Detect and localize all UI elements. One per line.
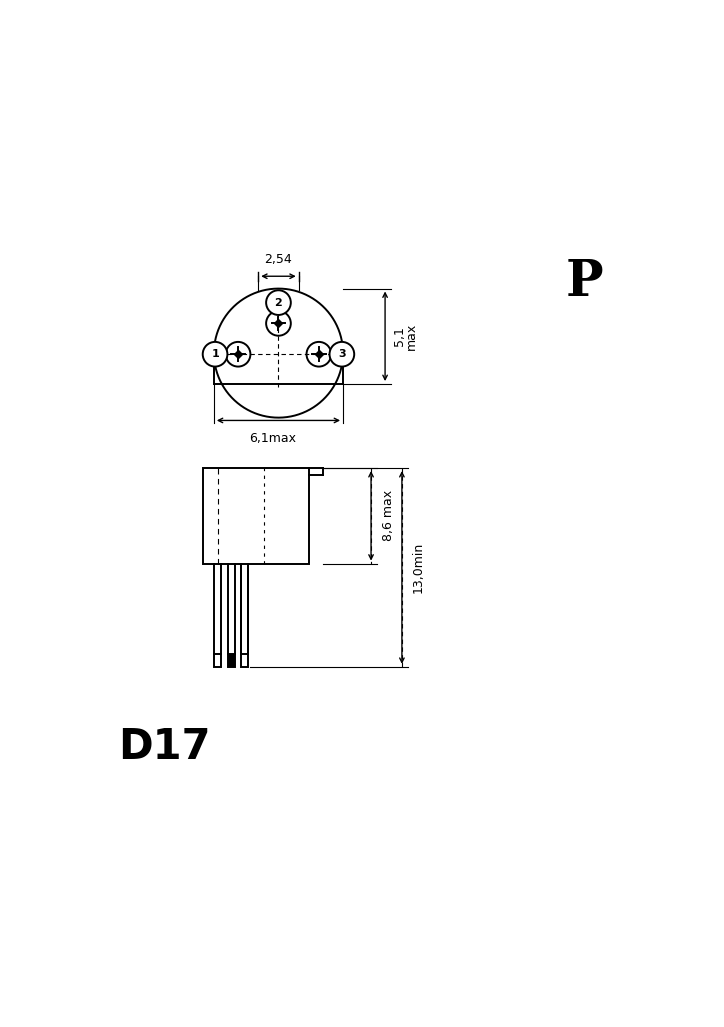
Text: P: P: [565, 258, 603, 307]
Text: 6,1max: 6,1max: [249, 431, 296, 445]
Circle shape: [329, 342, 354, 367]
Text: 3: 3: [338, 349, 345, 359]
Text: 2: 2: [274, 298, 282, 308]
Bar: [203, 468, 309, 564]
Bar: [214, 654, 221, 667]
Text: D17: D17: [119, 726, 211, 768]
Text: 13,0min: 13,0min: [412, 542, 425, 593]
Bar: [241, 654, 248, 667]
Circle shape: [266, 291, 291, 315]
Text: 5,1: 5,1: [394, 327, 406, 346]
Circle shape: [203, 342, 227, 367]
Text: 2,54: 2,54: [264, 253, 292, 266]
Bar: [228, 654, 235, 667]
Text: max: max: [405, 322, 418, 350]
Text: 8,6 max: 8,6 max: [382, 490, 395, 541]
Text: 1: 1: [211, 349, 219, 359]
